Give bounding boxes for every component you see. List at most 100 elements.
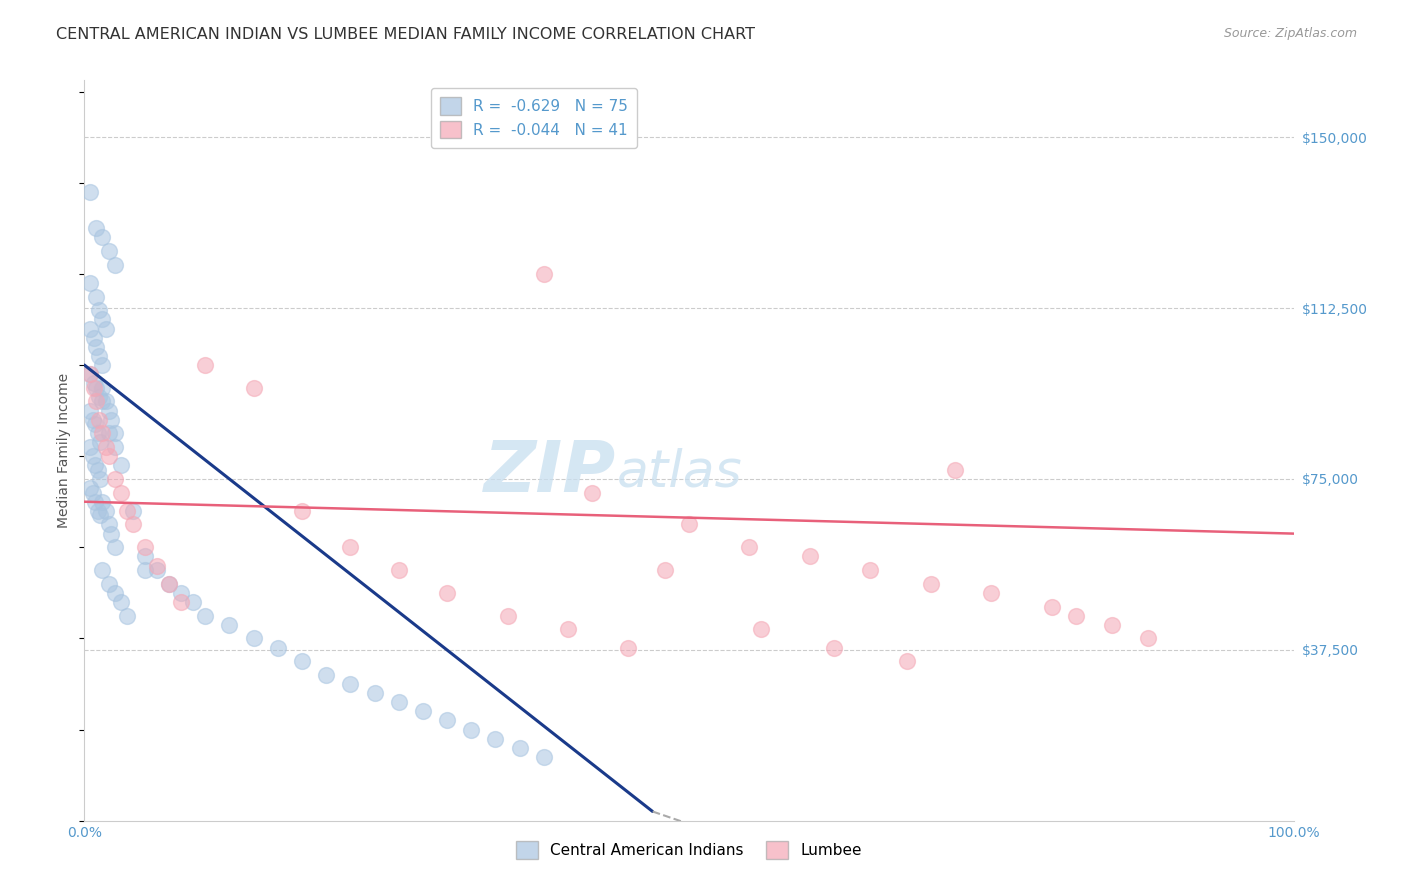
Point	[738, 541, 761, 555]
Point	[87, 349, 110, 363]
Point	[291, 654, 314, 668]
Point	[751, 622, 773, 636]
Point	[104, 440, 127, 454]
Point	[388, 563, 411, 577]
Point	[980, 586, 1002, 600]
Point	[82, 485, 104, 500]
Point	[242, 381, 264, 395]
Point	[1137, 632, 1160, 646]
Point	[218, 617, 240, 632]
Point	[89, 435, 111, 450]
Point	[110, 458, 132, 473]
Point	[339, 677, 361, 691]
Point	[134, 541, 156, 555]
Point	[79, 367, 101, 381]
Point	[1101, 617, 1123, 632]
Point	[91, 426, 114, 441]
Point	[134, 549, 156, 564]
Point	[110, 485, 132, 500]
Point	[104, 586, 127, 600]
Point	[86, 463, 108, 477]
Point	[82, 449, 104, 463]
Point	[79, 403, 101, 417]
Point	[83, 376, 105, 391]
Point	[557, 622, 579, 636]
Point	[97, 517, 120, 532]
Text: CENTRAL AMERICAN INDIAN VS LUMBEE MEDIAN FAMILY INCOME CORRELATION CHART: CENTRAL AMERICAN INDIAN VS LUMBEE MEDIAN…	[56, 27, 755, 42]
Point	[87, 303, 110, 318]
Point	[436, 714, 458, 728]
Point	[823, 640, 845, 655]
Point	[363, 686, 385, 700]
Point	[94, 504, 117, 518]
Point	[436, 586, 458, 600]
Point	[91, 394, 114, 409]
Point	[86, 504, 108, 518]
Point	[242, 632, 264, 646]
Point	[83, 381, 105, 395]
Point	[157, 576, 180, 591]
Point	[97, 403, 120, 417]
Point	[194, 608, 217, 623]
Point	[678, 517, 700, 532]
Point	[496, 608, 519, 623]
Point	[412, 704, 434, 718]
Point	[920, 576, 942, 591]
Point	[533, 267, 555, 281]
Point	[104, 258, 127, 272]
Point	[799, 549, 821, 564]
Point	[79, 367, 101, 381]
Point	[170, 595, 193, 609]
Legend: Central American Indians, Lumbee: Central American Indians, Lumbee	[510, 835, 868, 865]
Point	[89, 508, 111, 523]
Text: atlas: atlas	[616, 448, 742, 498]
Point	[110, 595, 132, 609]
Point	[1064, 608, 1087, 623]
Point	[100, 526, 122, 541]
Point	[315, 668, 337, 682]
Point	[79, 481, 101, 495]
Point	[267, 640, 290, 655]
Point	[86, 290, 108, 304]
Text: Source: ZipAtlas.com: Source: ZipAtlas.com	[1223, 27, 1357, 40]
Point	[87, 413, 110, 427]
Point	[170, 586, 193, 600]
Point	[86, 340, 108, 354]
Point	[484, 731, 506, 746]
Point	[91, 230, 114, 244]
Point	[104, 541, 127, 555]
Point	[91, 381, 114, 395]
Point	[86, 221, 108, 235]
Point	[91, 494, 114, 508]
Point	[79, 276, 101, 290]
Point	[94, 394, 117, 409]
Point	[388, 695, 411, 709]
Point	[79, 440, 101, 454]
Point	[146, 558, 169, 573]
Point	[115, 608, 138, 623]
Point	[87, 390, 110, 404]
Point	[91, 312, 114, 326]
Point	[97, 244, 120, 259]
Point	[509, 740, 531, 755]
Point	[97, 576, 120, 591]
Point	[121, 504, 143, 518]
Point	[97, 449, 120, 463]
Point	[1040, 599, 1063, 614]
Point	[146, 563, 169, 577]
Point	[104, 472, 127, 486]
Point	[533, 749, 555, 764]
Point	[896, 654, 918, 668]
Point	[84, 417, 107, 432]
Point	[157, 576, 180, 591]
Point	[79, 185, 101, 199]
Point	[100, 413, 122, 427]
Point	[194, 358, 217, 372]
Point	[617, 640, 640, 655]
Point	[83, 331, 105, 345]
Point	[86, 394, 108, 409]
Point	[94, 440, 117, 454]
Point	[79, 321, 101, 335]
Y-axis label: Median Family Income: Median Family Income	[58, 373, 72, 528]
Point	[86, 381, 108, 395]
